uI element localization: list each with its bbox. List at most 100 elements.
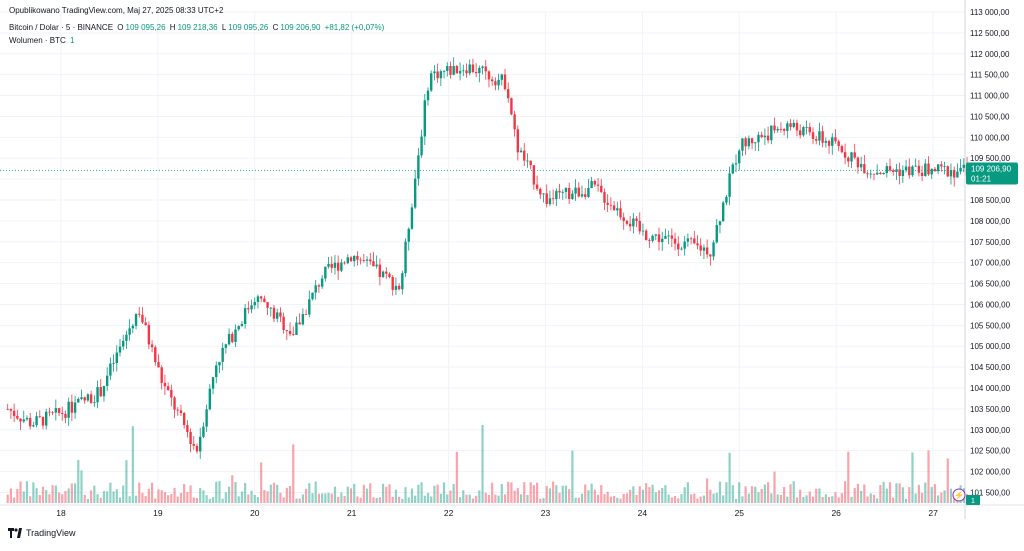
volume-bar [276, 484, 279, 503]
candle-body [927, 163, 930, 175]
candle-body [205, 409, 208, 427]
volume-bar [211, 497, 215, 503]
candle-body [186, 425, 189, 432]
candle-body [766, 135, 770, 141]
volume-tag [966, 495, 980, 505]
candle-body [436, 71, 439, 79]
candle-body [243, 308, 247, 324]
volume-bar [333, 486, 337, 503]
candle-body [773, 125, 776, 131]
volume-bar [818, 488, 821, 503]
candle-body [901, 170, 905, 177]
time-axis-tick-label: 22 [444, 508, 454, 518]
candle-body [561, 191, 564, 193]
legend-volume-row[interactable]: Wolumen · BTC 1 [9, 36, 76, 45]
candle-body [247, 308, 250, 310]
candle-body [253, 301, 256, 306]
candle-body [93, 402, 96, 404]
candle-body [166, 386, 170, 391]
high-label: H [169, 23, 176, 32]
price-axis-tick-label: 109 500,00 [970, 154, 1011, 163]
candle-body [320, 278, 324, 287]
volume-bar [792, 481, 795, 503]
candle-body [462, 70, 465, 72]
candle-body [128, 328, 131, 335]
low-value: 109 095,26 [228, 23, 269, 32]
candle-body [176, 409, 179, 411]
candle-body [738, 150, 741, 164]
volume-bar [19, 481, 22, 503]
volume-bar [702, 495, 706, 503]
volume-bar [657, 490, 661, 503]
volume-bar [61, 494, 64, 503]
time-axis-tick-label: 20 [250, 508, 260, 518]
candle-body [295, 322, 298, 335]
volume-bar [503, 494, 507, 503]
volume-bar [183, 484, 186, 503]
volume-bar [827, 496, 831, 503]
candle-body [818, 131, 821, 141]
price-axis-tick-label: 110 000,00 [970, 133, 1010, 142]
volume-bar [266, 491, 269, 503]
volume-bar [949, 488, 953, 503]
candle-body [898, 169, 901, 177]
volume-bar [6, 494, 9, 503]
volume-bar [295, 498, 298, 503]
candle-body [195, 445, 199, 452]
volume-bar [561, 485, 564, 503]
price-axis-tick-label: 110 500,00 [970, 112, 1010, 121]
volume-bar [741, 496, 744, 503]
volume-bar [455, 451, 458, 503]
high-value: 109 218,36 [177, 23, 218, 32]
candle-body [125, 334, 128, 341]
candle-body [834, 137, 837, 142]
current-price-tag-value: 109 206,90 [971, 164, 1012, 173]
volume-bar [202, 490, 205, 503]
candle-body [648, 240, 651, 241]
candle-body [304, 313, 308, 315]
volume-bar [689, 494, 693, 503]
volume-bar [385, 486, 388, 503]
candle-body [734, 163, 738, 165]
volume-bar [795, 497, 799, 503]
volume-bar [519, 494, 523, 503]
candle-body [815, 138, 818, 141]
candle-body [468, 64, 471, 74]
volume-bar [927, 450, 930, 503]
candle-body [494, 81, 497, 86]
price-axis-tick-label: 111 500,00 [970, 71, 1009, 80]
volume-bar [850, 496, 853, 503]
volume-bar [353, 483, 356, 503]
candle-body [943, 166, 946, 168]
volume-bar [398, 496, 401, 503]
candle-body [266, 302, 269, 308]
legend-symbol-row[interactable]: Bitcoin / Dolar · 5 · BINANCE O 109 095,2… [9, 23, 386, 32]
candle-body [946, 166, 949, 177]
volume-bar [648, 487, 651, 503]
volume-bar [651, 484, 654, 503]
candle-body [141, 314, 144, 323]
volume-bar [449, 490, 452, 503]
volume-bar [917, 484, 920, 503]
volume-bar [783, 487, 786, 503]
candle-body [330, 263, 333, 268]
candle-body [359, 259, 362, 261]
candle-body [369, 259, 372, 262]
volume-bar [799, 489, 802, 503]
volume-bar [584, 484, 587, 503]
candle-body [892, 170, 895, 172]
candle-body [500, 74, 503, 80]
price-axis-tick-label: 105 000,00 [970, 342, 1011, 351]
candle-body [882, 172, 885, 175]
volume-bar [481, 425, 484, 503]
volume-bar [288, 485, 292, 503]
candle-body [490, 79, 494, 82]
candle-body [853, 152, 856, 158]
price-axis-tick-label: 102 000,00 [970, 468, 1011, 477]
candle-body [693, 238, 696, 244]
candle-body [782, 128, 786, 131]
candle-body [292, 334, 295, 335]
volume-bar [728, 452, 731, 503]
